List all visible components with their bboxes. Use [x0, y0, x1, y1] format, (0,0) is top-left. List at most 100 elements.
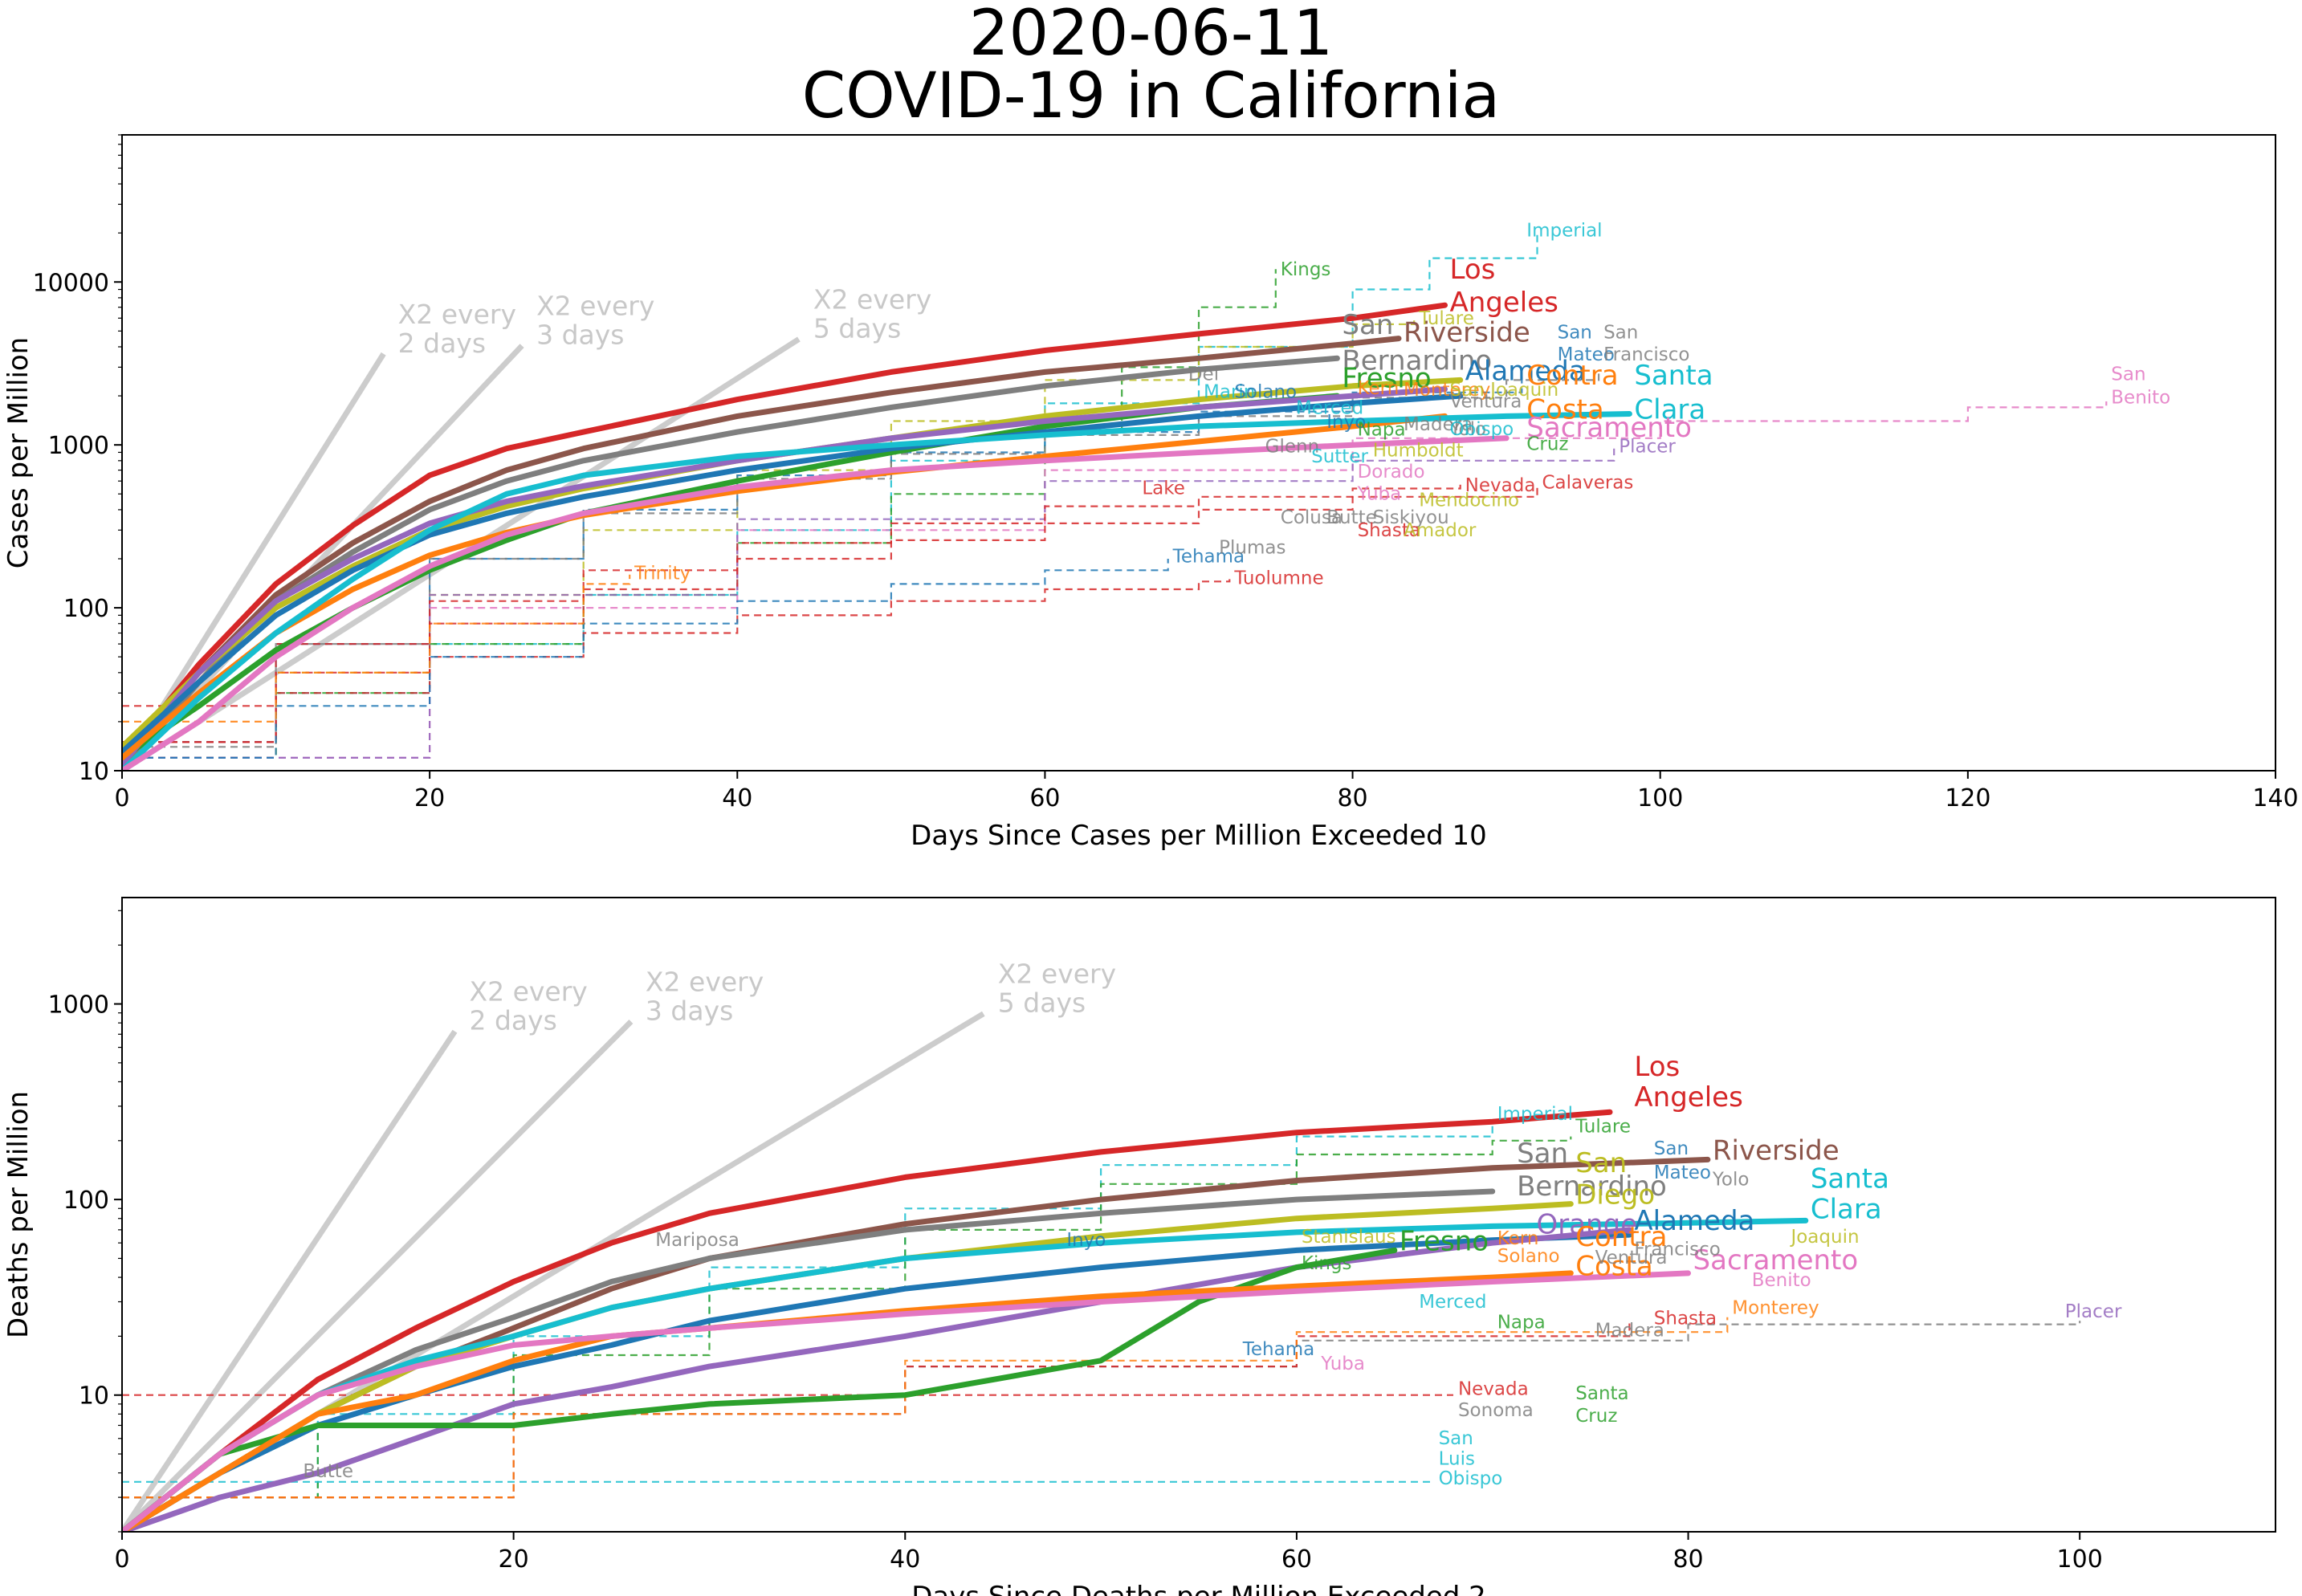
- cases-county-label-san: San: [2111, 364, 2145, 385]
- cases-y-tick-label: 10000: [33, 269, 109, 297]
- cases-x-tick-label: 0: [114, 784, 129, 812]
- cases-series-los-angeles: [122, 302, 1448, 761]
- cases-county-label-imperial: Imperial: [1526, 221, 1602, 242]
- deaths-guide-line-2-days: [122, 1029, 458, 1532]
- cases-county-label-ventura: Ventura: [1450, 391, 1522, 412]
- deaths-series-monterey: [122, 1317, 1729, 1499]
- deaths-x-tick-label: 20: [499, 1545, 529, 1574]
- deaths-guide-label-5-days: X2 every: [998, 959, 1116, 990]
- deaths-county-label-costa: Costa: [1575, 1250, 1652, 1282]
- cases-series-tulare: [122, 318, 1416, 759]
- deaths-county-label-stanislaus: Stanislaus: [1302, 1227, 1396, 1248]
- cases-county-label-lake: Lake: [1142, 478, 1185, 499]
- deaths-county-label-diego: Diego: [1575, 1179, 1655, 1211]
- deaths-county-label-shasta: Shasta: [1654, 1309, 1717, 1329]
- deaths-county-label-mariposa: Mariposa: [655, 1230, 739, 1251]
- deaths-county-label-san: San: [1575, 1147, 1627, 1179]
- deaths-series-los-angeles: [122, 1109, 1613, 1532]
- chart-title-date: 2020-06-11: [968, 0, 1334, 70]
- cases-county-label-napa: Napa: [1358, 420, 1406, 441]
- cases-y-tick-label: 1000: [48, 432, 109, 460]
- deaths-county-label-san: San: [1654, 1138, 1689, 1159]
- cases-series-nevada: [122, 484, 1461, 707]
- deaths-guide-line-3-days: [122, 1019, 634, 1532]
- cases-county-label-madera: Madera: [1404, 414, 1473, 435]
- cases-series-orange: [122, 386, 1448, 767]
- cases-county-label-amador: Amador: [1404, 520, 1477, 541]
- cases-county-label-clara: Clara: [1634, 393, 1705, 425]
- cases-series-sacramento: [122, 435, 1510, 771]
- deaths-county-label-fresno: Fresno: [1400, 1225, 1489, 1257]
- cases-county-label-san: San: [1603, 323, 1638, 344]
- deaths-county-label-orange: Orange: [1536, 1209, 1637, 1241]
- deaths-county-label-angeles: Angeles: [1634, 1081, 1742, 1114]
- deaths-county-label-contra: Contra: [1575, 1221, 1667, 1253]
- cases-x-tick-label: 60: [1029, 784, 1060, 812]
- deaths-county-label-joaquin: Joaquin: [1789, 1227, 1859, 1248]
- cases-county-label-kings: Kings: [1281, 259, 1331, 280]
- deaths-county-label-riverside: Riverside: [1713, 1134, 1840, 1166]
- cases-county-label-humboldt: Humboldt: [1373, 440, 1464, 461]
- cases-series-trinity: [122, 574, 631, 723]
- deaths-county-label-los: Los: [1634, 1051, 1680, 1083]
- deaths-county-label-santa: Santa: [1811, 1162, 1889, 1195]
- cases-county-label-yuba: Yuba: [1357, 484, 1402, 505]
- cases-county-label-sacramento: Sacramento: [1526, 412, 1692, 444]
- cases-county-label-inyo: Inyo: [1326, 412, 1366, 433]
- deaths-county-label-francisco: Francisco: [1634, 1239, 1720, 1260]
- cases-county-label-monterey: Monterey: [1404, 380, 1490, 401]
- cases-county-label-cruz: Cruz: [1526, 434, 1568, 455]
- chart-title: COVID-19 in California: [801, 60, 1501, 132]
- cases-x-tick-label: 100: [1637, 784, 1683, 812]
- cases-series-riverside: [122, 336, 1402, 767]
- cases-county-label-benito: Benito: [2111, 387, 2170, 408]
- deaths-guide-label-2-days: 2 days: [469, 1005, 556, 1036]
- deaths-county-label-cruz: Cruz: [1575, 1406, 1617, 1427]
- deaths-county-label-tehama: Tehama: [1242, 1339, 1314, 1360]
- deaths-county-label-bernardino: Bernardino: [1517, 1171, 1667, 1203]
- deaths-county-label-sonoma: Sonoma: [1458, 1400, 1534, 1421]
- cases-county-label-fresno: Fresno: [1342, 363, 1431, 395]
- deaths-county-label-san: San: [1517, 1138, 1568, 1170]
- cases-series-alameda: [122, 393, 1464, 755]
- deaths-y-tick-label: 10: [79, 1382, 109, 1411]
- deaths-x-tick-label: 100: [2057, 1545, 2103, 1574]
- cases-series-tuolumne: [122, 579, 1231, 743]
- cases-guide-label-2-days: X2 every: [398, 299, 516, 330]
- cases-county-label-bernardino: Bernardino: [1342, 344, 1492, 377]
- cases-guide-label-5-days: 5 days: [813, 312, 901, 344]
- deaths-y-tick-label: 1000: [48, 991, 109, 1020]
- deaths-guide-label-3-days: 3 days: [646, 995, 733, 1026]
- deaths-county-label-yolo: Yolo: [1712, 1170, 1750, 1191]
- deaths-county-label-monterey: Monterey: [1732, 1298, 1819, 1319]
- cases-y-axis-label: Cases per Million: [2, 337, 35, 569]
- cases-series-tehama: [122, 559, 1169, 759]
- cases-county-label-obispo: Obispo: [1450, 419, 1514, 440]
- cases-x-tick-label: 80: [1337, 784, 1367, 812]
- deaths-county-label-san: San: [1439, 1428, 1473, 1449]
- cases-guide-label-2-days: 2 days: [398, 328, 486, 359]
- cases-county-label-plumas: Plumas: [1219, 538, 1285, 559]
- deaths-county-label-placer: Placer: [2065, 1301, 2122, 1322]
- deaths-county-label-alameda: Alameda: [1634, 1205, 1754, 1237]
- cases-county-label-calaveras: Calaveras: [1542, 472, 1633, 493]
- cases-county-label-solano: Solano: [1234, 381, 1297, 402]
- deaths-series-sacramento: [122, 1270, 1691, 1532]
- deaths-county-label-yuba: Yuba: [1320, 1354, 1365, 1374]
- deaths-county-label-clara: Clara: [1811, 1194, 1882, 1226]
- deaths-county-label-kern: Kern: [1497, 1228, 1539, 1249]
- deaths-county-label-ventura: Ventura: [1595, 1248, 1668, 1268]
- cases-county-label-alameda: Alameda: [1465, 355, 1586, 387]
- cases-x-tick-label: 140: [2252, 784, 2298, 812]
- deaths-county-label-santa: Santa: [1575, 1383, 1628, 1404]
- cases-county-label-del: Del: [1188, 364, 1219, 385]
- deaths-x-axis-label: Days Since Deaths per Million Exceeded 2: [911, 1581, 1486, 1596]
- cases-x-tick-label: 120: [1945, 784, 1990, 812]
- cases-x-tick-label: 40: [722, 784, 752, 812]
- deaths-county-label-mateo: Mateo: [1654, 1162, 1711, 1183]
- deaths-county-label-merced: Merced: [1419, 1292, 1486, 1313]
- deaths-guide-label-2-days: X2 every: [469, 976, 587, 1008]
- cases-county-label-mendocino: Mendocino: [1419, 491, 1519, 511]
